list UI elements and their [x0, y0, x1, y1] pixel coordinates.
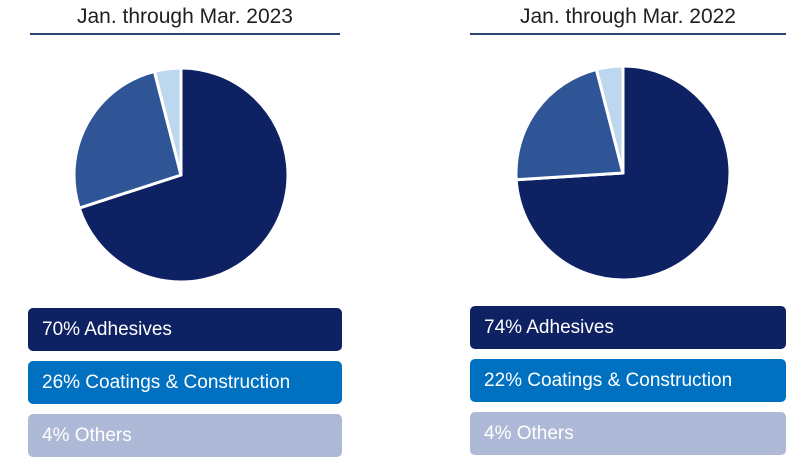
slice-adhesives-2023 [77, 66, 290, 284]
pie-chart-2023 [72, 66, 290, 284]
legend-adhesives-2022: 74% Adhesives [470, 306, 786, 349]
chart-panel-2022: Jan. through Mar. 2022 74% Adhesives 22%… [470, 0, 786, 455]
pie-chart-2022 [514, 64, 732, 282]
legend-2022: 74% Adhesives 22% Coatings & Constructio… [470, 306, 786, 465]
chart-title-2022: Jan. through Mar. 2022 [470, 0, 786, 35]
legend-coatings-2023: 26% Coatings & Construction [28, 361, 342, 404]
legend-others-2023: 4% Others [28, 414, 342, 457]
slice-coatings-2023 [72, 69, 183, 210]
legend-adhesives-2023: 70% Adhesives [28, 308, 342, 351]
legend-coatings-2022: 22% Coatings & Construction [470, 359, 786, 402]
chart-title-2023: Jan. through Mar. 2023 [30, 0, 340, 35]
legend-others-2022: 4% Others [470, 412, 786, 455]
legend-2023: 70% Adhesives 26% Coatings & Constructio… [28, 308, 342, 467]
slice-others-2022 [594, 64, 625, 175]
slice-coatings-2022 [514, 67, 625, 182]
chart-panel-2023: Jan. through Mar. 2023 70% Adhesives 26%… [28, 0, 342, 457]
slice-others-2023 [152, 66, 183, 177]
